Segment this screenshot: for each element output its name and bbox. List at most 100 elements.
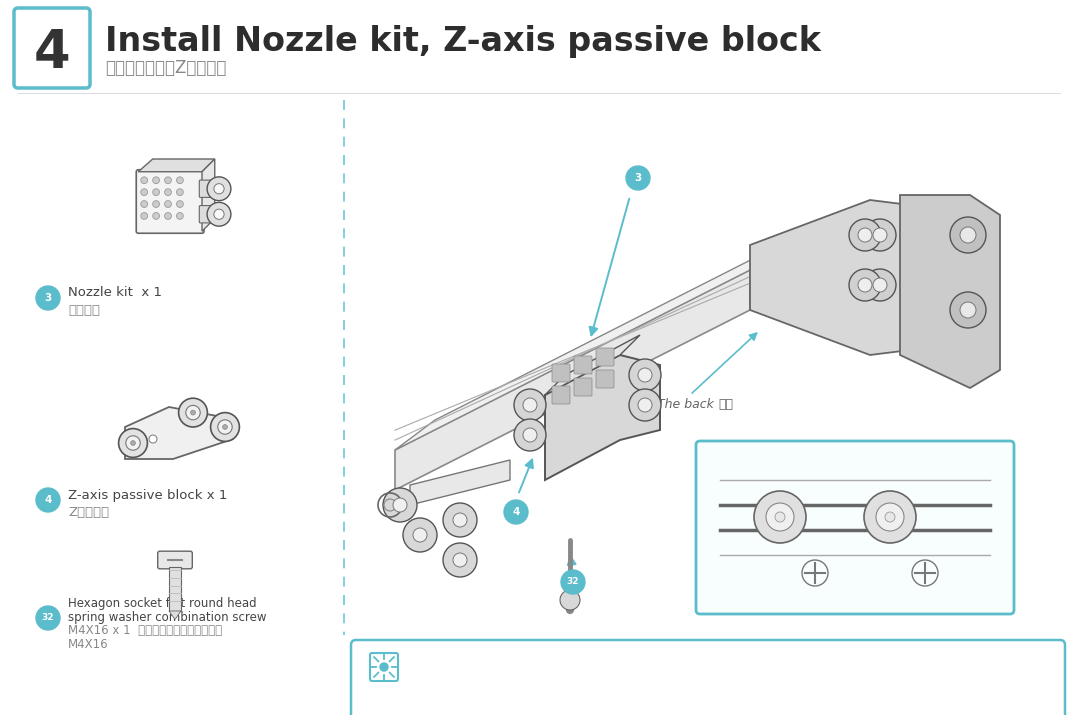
Text: M4X16 x 1  内六角平圆头弹垫组合螺钉: M4X16 x 1 内六角平圆头弹垫组合螺钉	[68, 624, 222, 638]
Text: middle, as shown in the figure; lock the z-axis passive block with one M4×16 scr: middle, as shown in the figure; lock the…	[411, 678, 908, 691]
Polygon shape	[125, 407, 233, 459]
Circle shape	[36, 286, 60, 310]
Circle shape	[561, 590, 580, 610]
Polygon shape	[545, 335, 640, 395]
FancyBboxPatch shape	[552, 386, 570, 404]
FancyBboxPatch shape	[158, 551, 192, 569]
Circle shape	[176, 212, 184, 220]
Text: Z-axis passive block x 1: Z-axis passive block x 1	[68, 488, 228, 501]
Polygon shape	[750, 200, 910, 355]
Text: spring washer combination screw: spring washer combination screw	[68, 611, 267, 623]
Text: Install Nozzle kit, Z-axis passive block: Install Nozzle kit, Z-axis passive block	[105, 26, 821, 59]
Text: 4: 4	[512, 507, 519, 517]
FancyBboxPatch shape	[136, 169, 204, 233]
Circle shape	[140, 201, 148, 207]
FancyBboxPatch shape	[200, 206, 217, 223]
Circle shape	[190, 410, 195, 415]
Circle shape	[443, 503, 477, 537]
Circle shape	[186, 405, 200, 420]
Circle shape	[443, 543, 477, 577]
Circle shape	[876, 503, 904, 531]
Circle shape	[638, 368, 652, 382]
Circle shape	[207, 177, 231, 201]
Circle shape	[36, 606, 60, 630]
Circle shape	[222, 425, 228, 430]
Polygon shape	[410, 460, 510, 505]
Circle shape	[403, 518, 437, 552]
Circle shape	[140, 177, 148, 184]
FancyBboxPatch shape	[351, 640, 1065, 715]
Text: 4: 4	[44, 495, 52, 505]
Circle shape	[754, 491, 806, 543]
FancyBboxPatch shape	[370, 653, 399, 681]
Polygon shape	[545, 355, 660, 480]
Polygon shape	[900, 195, 1000, 388]
FancyBboxPatch shape	[573, 356, 592, 374]
Circle shape	[214, 184, 225, 194]
Circle shape	[766, 503, 794, 531]
Circle shape	[775, 512, 785, 522]
Circle shape	[858, 278, 872, 292]
Circle shape	[523, 398, 537, 412]
Text: 4: 4	[33, 27, 70, 79]
Circle shape	[152, 177, 160, 184]
Circle shape	[523, 428, 537, 442]
Circle shape	[125, 436, 140, 450]
Circle shape	[140, 212, 148, 220]
Circle shape	[164, 189, 172, 195]
Circle shape	[164, 177, 172, 184]
Circle shape	[178, 398, 207, 427]
Circle shape	[393, 498, 407, 512]
Circle shape	[36, 488, 60, 512]
Circle shape	[140, 189, 148, 195]
Circle shape	[514, 419, 546, 451]
Text: The back: The back	[657, 398, 714, 412]
Circle shape	[960, 227, 976, 243]
Circle shape	[152, 201, 160, 207]
Circle shape	[383, 488, 417, 522]
Polygon shape	[170, 611, 181, 619]
Circle shape	[950, 217, 986, 253]
Text: 3: 3	[634, 173, 642, 183]
Circle shape	[864, 219, 896, 251]
Circle shape	[960, 302, 976, 318]
Text: 背面: 背面	[718, 398, 733, 412]
Circle shape	[176, 177, 184, 184]
Circle shape	[218, 420, 232, 434]
FancyBboxPatch shape	[14, 8, 90, 88]
Text: 3: 3	[44, 293, 52, 303]
FancyBboxPatch shape	[573, 378, 592, 396]
Circle shape	[149, 435, 157, 443]
Circle shape	[413, 528, 427, 542]
Circle shape	[380, 663, 388, 671]
FancyBboxPatch shape	[170, 567, 181, 611]
Text: M4X16: M4X16	[68, 638, 109, 651]
Circle shape	[504, 500, 528, 524]
Circle shape	[164, 201, 172, 207]
Text: Z轴被动块: Z轴被动块	[68, 506, 109, 518]
Circle shape	[176, 201, 184, 207]
Circle shape	[849, 269, 881, 301]
Circle shape	[864, 269, 896, 301]
FancyBboxPatch shape	[596, 348, 615, 366]
Polygon shape	[138, 159, 215, 172]
Circle shape	[119, 428, 147, 458]
Text: 32: 32	[42, 613, 54, 623]
Text: 喷头套件: 喷头套件	[68, 303, 100, 317]
Polygon shape	[202, 159, 215, 231]
Text: Hexagon socket flat round head: Hexagon socket flat round head	[68, 596, 257, 609]
Text: 步骤：将同步带贴紧型材同时沿着喷头套件的V轮套进型材，推入中段，如上图示；用1颗M4X16圆头螺钉将Z: 步骤：将同步带贴紧型材同时沿着喷头套件的V轮套进型材，推入中段，如上图示；用1颗…	[411, 698, 777, 711]
Circle shape	[864, 491, 916, 543]
FancyBboxPatch shape	[200, 180, 217, 197]
Circle shape	[207, 202, 231, 226]
Circle shape	[626, 166, 650, 190]
Circle shape	[152, 212, 160, 220]
Circle shape	[561, 570, 585, 594]
Circle shape	[453, 513, 467, 527]
Circle shape	[176, 189, 184, 195]
Polygon shape	[395, 240, 789, 450]
Circle shape	[629, 389, 661, 421]
Circle shape	[858, 228, 872, 242]
Circle shape	[211, 413, 240, 441]
Circle shape	[873, 228, 887, 242]
